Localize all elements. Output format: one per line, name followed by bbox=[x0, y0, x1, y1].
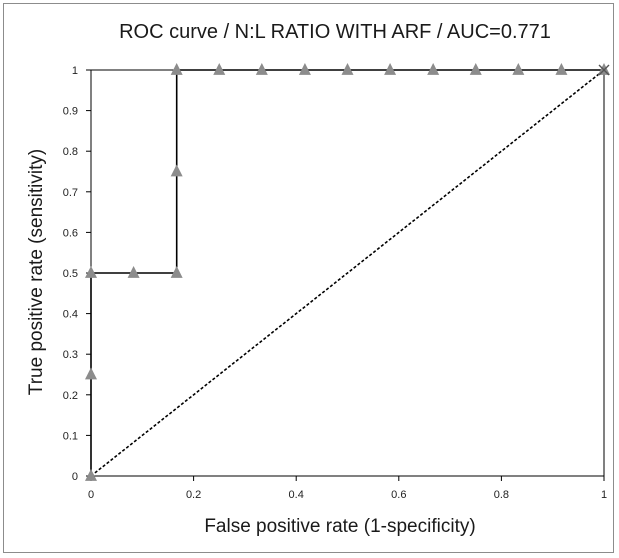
y-tick-label: 1 bbox=[72, 65, 78, 77]
y-tick-label: 0.9 bbox=[63, 106, 78, 118]
y-tick-label: 0.6 bbox=[63, 227, 78, 239]
roc-point-marker bbox=[555, 63, 568, 75]
roc-point-marker bbox=[469, 63, 482, 75]
x-tick-label: 0.6 bbox=[391, 489, 406, 501]
roc-point-marker bbox=[85, 367, 97, 380]
chart-frame bbox=[3, 3, 614, 553]
roc-point-marker bbox=[213, 63, 226, 75]
y-tick-label: 0.2 bbox=[63, 390, 78, 402]
y-tick-label: 0.5 bbox=[63, 268, 78, 280]
roc-point-marker bbox=[127, 266, 140, 278]
x-tick-label: 0 bbox=[88, 489, 94, 501]
roc-point-marker bbox=[427, 63, 440, 75]
chart-title: ROC curve / N:L RATIO WITH ARF / AUC=0.7… bbox=[119, 21, 551, 43]
y-tick-label: 0.8 bbox=[63, 146, 78, 158]
roc-point-marker bbox=[512, 63, 525, 75]
y-axis-label: True positive rate (sensitivity) bbox=[26, 149, 47, 395]
roc-point-marker bbox=[598, 63, 610, 75]
x-tick-label: 1 bbox=[601, 489, 607, 501]
roc-point-marker bbox=[341, 63, 354, 75]
reference-diagonal-line bbox=[90, 69, 605, 477]
roc-point-marker bbox=[170, 63, 183, 75]
roc-point-marker bbox=[298, 63, 311, 75]
x-tick-label: 0.4 bbox=[289, 489, 304, 501]
x-tick-label: 0.8 bbox=[494, 489, 509, 501]
plot-area: 0 0.1 0.2 0.3 0.4 0.5 0.6 0.7 0.8 0.9 1 0 0.2 0.4 0.6 0… bbox=[63, 63, 610, 501]
x-tick-label: 0.2 bbox=[186, 489, 201, 501]
y-tick-label: 0 bbox=[72, 471, 78, 483]
y-tick-label: 0.4 bbox=[63, 309, 78, 321]
y-tick-label: 0.7 bbox=[63, 187, 78, 199]
roc-point-marker bbox=[170, 266, 183, 278]
roc-point-marker bbox=[85, 469, 97, 481]
roc-point-marker bbox=[170, 164, 183, 177]
roc-point-marker bbox=[85, 266, 97, 278]
reference-end-marker bbox=[598, 64, 610, 76]
x-axis-label: False positive rate (1-specificity) bbox=[204, 516, 475, 537]
roc-point-marker bbox=[384, 63, 397, 75]
roc-point-marker bbox=[255, 63, 268, 75]
y-tick-label: 0.3 bbox=[63, 349, 78, 361]
y-tick-label: 0.1 bbox=[63, 430, 78, 442]
